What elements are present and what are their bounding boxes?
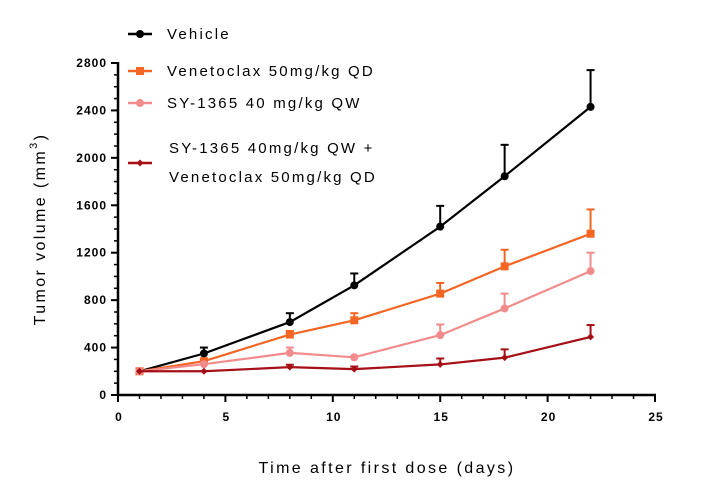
x-tick-label: 0 (115, 410, 123, 424)
legend-item-2: SY-1365 40 mg/kg QW (128, 95, 362, 112)
data-point (135, 367, 143, 375)
data-point (500, 172, 509, 181)
legend-label: Venetoclax 50mg/kg QD (167, 63, 375, 80)
y-axis-label-suffix: ) (32, 133, 49, 141)
y-axis-label: Tumor volume (mm3) (28, 133, 49, 326)
y-tick-label: 0 (99, 388, 107, 402)
data-point (285, 348, 294, 357)
y-tick-label: 1600 (76, 198, 107, 212)
legend-marker (136, 67, 144, 75)
series-3 (135, 324, 595, 375)
axes: 0 400 800 1200 1600 2000 2400 2800 0 5 10 15 20 25 (76, 56, 663, 424)
legend-label: Vehicle (167, 26, 231, 43)
data-point (436, 331, 445, 340)
data-point (500, 262, 509, 271)
x-axis-label: Time after first dose (days) (259, 460, 516, 477)
data-point (586, 267, 595, 276)
plot-area (135, 69, 595, 376)
y-axis-label-superscript: 3 (28, 140, 40, 149)
data-point (199, 349, 208, 358)
data-point (501, 354, 509, 362)
legend-label: SY-1365 40mg/kg QW + (169, 140, 375, 157)
legend-item-1: Venetoclax 50mg/kg QD (128, 63, 375, 80)
legend-marker (136, 99, 144, 107)
data-point (587, 333, 595, 341)
data-point (350, 353, 359, 362)
legend-label: SY-1365 40 mg/kg QW (167, 95, 362, 112)
data-point (350, 281, 359, 290)
legend-item-3: SY-1365 40mg/kg QW + Venetoclax 50mg/kg Q… (128, 140, 377, 186)
legend-label-line2: Venetoclax 50mg/kg QD (169, 169, 377, 186)
data-point (199, 360, 208, 369)
data-point (350, 316, 359, 325)
x-tick-label: 5 (223, 410, 231, 424)
data-point (285, 318, 294, 327)
series-0 (135, 69, 595, 376)
legend-marker (136, 30, 144, 38)
y-tick-label: 2800 (76, 56, 107, 70)
data-point (586, 102, 595, 111)
y-tick-label: 800 (84, 293, 107, 307)
legend: Vehicle Venetoclax 50mg/kg QD SY-1365 40 m… (128, 26, 377, 186)
data-point (436, 360, 444, 368)
y-tick-label: 2400 (76, 103, 107, 117)
data-point (500, 304, 509, 313)
series-line (139, 270, 591, 373)
data-point (586, 229, 595, 238)
legend-marker (136, 159, 144, 167)
y-tick-label: 1200 (76, 246, 107, 260)
data-point (436, 289, 445, 298)
legend-item-0: Vehicle (128, 26, 231, 43)
data-point (286, 363, 294, 371)
data-point (200, 367, 208, 375)
x-tick-label: 25 (648, 410, 663, 424)
x-tick-label: 15 (434, 410, 449, 424)
data-point (285, 330, 294, 339)
x-tick-label: 20 (541, 410, 556, 424)
x-tick-label: 10 (326, 410, 341, 424)
series-line (139, 232, 591, 373)
data-point (436, 222, 445, 231)
y-tick-label: 2000 (76, 151, 107, 165)
data-point (350, 365, 358, 373)
y-tick-label: 400 (84, 341, 107, 355)
